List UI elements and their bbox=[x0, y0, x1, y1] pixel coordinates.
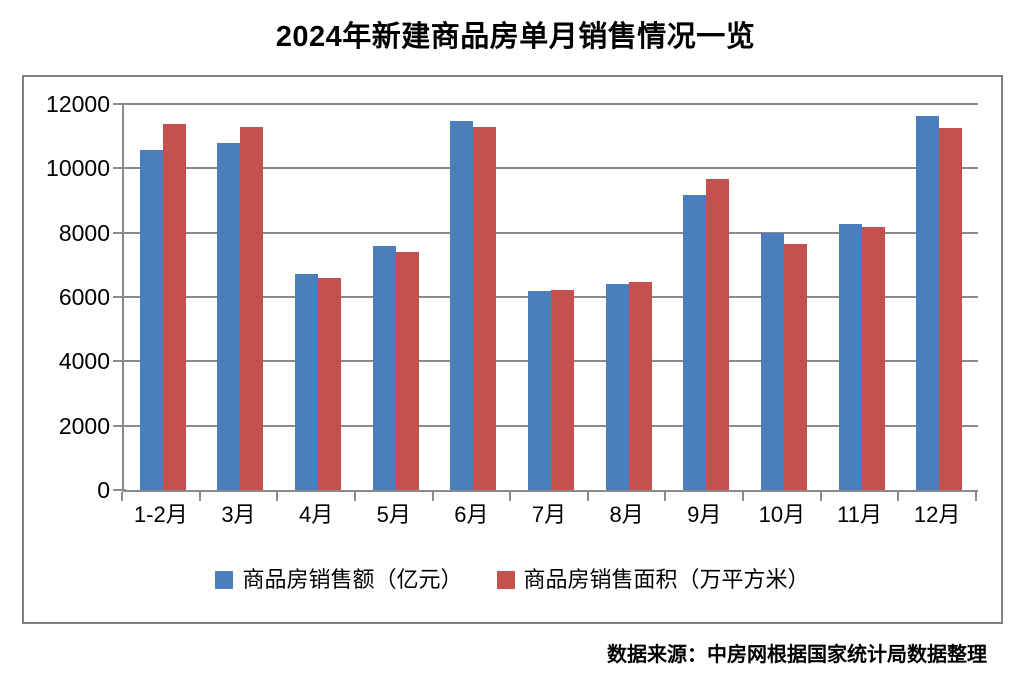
bar-sales-value-11月 bbox=[838, 223, 862, 490]
x-axis-label-9月: 9月 bbox=[687, 502, 722, 527]
bar-sales-value-12月 bbox=[916, 116, 940, 490]
x-axis-label-11月: 11月 bbox=[837, 502, 882, 527]
y-tick-6000 bbox=[113, 296, 126, 298]
x-axis-label-8月: 8月 bbox=[609, 502, 644, 527]
bar-sales-value-7月 bbox=[528, 290, 551, 490]
bar-sales-value-5月 bbox=[372, 245, 396, 490]
x-axis-label-4月: 4月 bbox=[298, 502, 334, 527]
x-tick-4 bbox=[431, 492, 434, 501]
legend: 商品房销售额（亿元） 商品房销售面积（万平方米） bbox=[24, 567, 1001, 593]
bar-sales-value-3月 bbox=[217, 142, 241, 490]
gridline-8000 bbox=[124, 231, 978, 234]
y-axis-label-12000: 12000 bbox=[46, 91, 110, 117]
y-axis-label-8000: 8000 bbox=[58, 219, 110, 246]
y-axis-label-6000: 6000 bbox=[58, 284, 110, 310]
bar-sales-area-7月 bbox=[551, 289, 574, 490]
bar-sales-value-10月 bbox=[760, 233, 784, 490]
bar-sales-area-3月 bbox=[240, 126, 264, 490]
page-title: 2024年新建商品房单月销售情况一览 bbox=[275, 21, 756, 53]
y-tick-0 bbox=[113, 489, 126, 491]
legend-label: 商品房销售面积（万平方米） bbox=[523, 567, 810, 592]
legend-label: 商品房销售额（亿元） bbox=[242, 567, 463, 592]
chart-area: 0 2000 4000 6000 8000 10000 12000 1-2月 3月 4月 5月 6月… bbox=[22, 75, 1003, 624]
x-tick-5 bbox=[509, 492, 512, 501]
gridline-10000 bbox=[124, 167, 978, 170]
bar-sales-value-1-2月 bbox=[139, 150, 163, 490]
x-axis-label-7月: 7月 bbox=[531, 502, 567, 527]
x-tick-7 bbox=[664, 492, 667, 501]
bar-sales-area-8月 bbox=[628, 282, 652, 490]
x-tick-10 bbox=[897, 492, 900, 501]
y-tick-4000 bbox=[113, 360, 126, 363]
x-axis-label-6月: 6月 bbox=[454, 502, 489, 527]
x-tick-0 bbox=[121, 492, 123, 501]
y-axis-label-2000: 2000 bbox=[58, 412, 110, 439]
bar-sales-area-6月 bbox=[473, 127, 497, 490]
x-axis-label-5月: 5月 bbox=[376, 502, 411, 527]
x-axis-label-3月: 3月 bbox=[221, 502, 256, 527]
bar-sales-area-12月 bbox=[939, 127, 963, 490]
y-tick-8000 bbox=[113, 231, 126, 234]
gridline-12000 bbox=[124, 103, 978, 105]
y-axis-label-4000: 4000 bbox=[58, 348, 110, 375]
x-axis-label-1-2月: 1-2月 bbox=[133, 502, 188, 527]
x-tick-2 bbox=[276, 492, 279, 501]
bar-sales-value-6月 bbox=[450, 121, 474, 490]
x-tick-11 bbox=[975, 492, 977, 501]
source-note: 数据来源：中房网根据国家统计局数据整理 bbox=[607, 644, 987, 666]
bar-sales-area-4月 bbox=[318, 278, 342, 490]
bar-sales-area-10月 bbox=[783, 244, 807, 490]
y-tick-10000 bbox=[113, 167, 126, 170]
y-axis-label-10000: 10000 bbox=[46, 155, 110, 182]
x-tick-8 bbox=[742, 492, 745, 501]
y-axis-label-0: 0 bbox=[97, 477, 110, 503]
plot-area bbox=[122, 103, 978, 492]
bar-sales-area-11月 bbox=[861, 226, 885, 490]
bar-sales-value-8月 bbox=[605, 284, 629, 490]
bar-sales-area-9月 bbox=[706, 178, 730, 490]
x-tick-6 bbox=[586, 492, 589, 501]
bar-sales-value-4月 bbox=[295, 274, 319, 490]
x-axis-label-10月: 10月 bbox=[758, 502, 806, 527]
legend-swatch-icon bbox=[496, 571, 515, 589]
x-tick-1 bbox=[198, 492, 201, 501]
x-tick-9 bbox=[819, 492, 822, 501]
y-tick-12000 bbox=[113, 103, 126, 105]
bar-sales-area-5月 bbox=[395, 252, 419, 490]
legend-swatch-icon bbox=[215, 571, 234, 589]
y-tick-2000 bbox=[113, 424, 126, 427]
legend-item-sales-area: 商品房销售面积（万平方米） bbox=[496, 567, 810, 593]
x-axis-label-12月: 12月 bbox=[913, 502, 961, 527]
bar-sales-area-1-2月 bbox=[162, 124, 186, 490]
x-tick-3 bbox=[353, 492, 356, 501]
legend-item-sales-value: 商品房销售额（亿元） bbox=[215, 567, 463, 593]
bar-sales-value-9月 bbox=[683, 195, 707, 490]
